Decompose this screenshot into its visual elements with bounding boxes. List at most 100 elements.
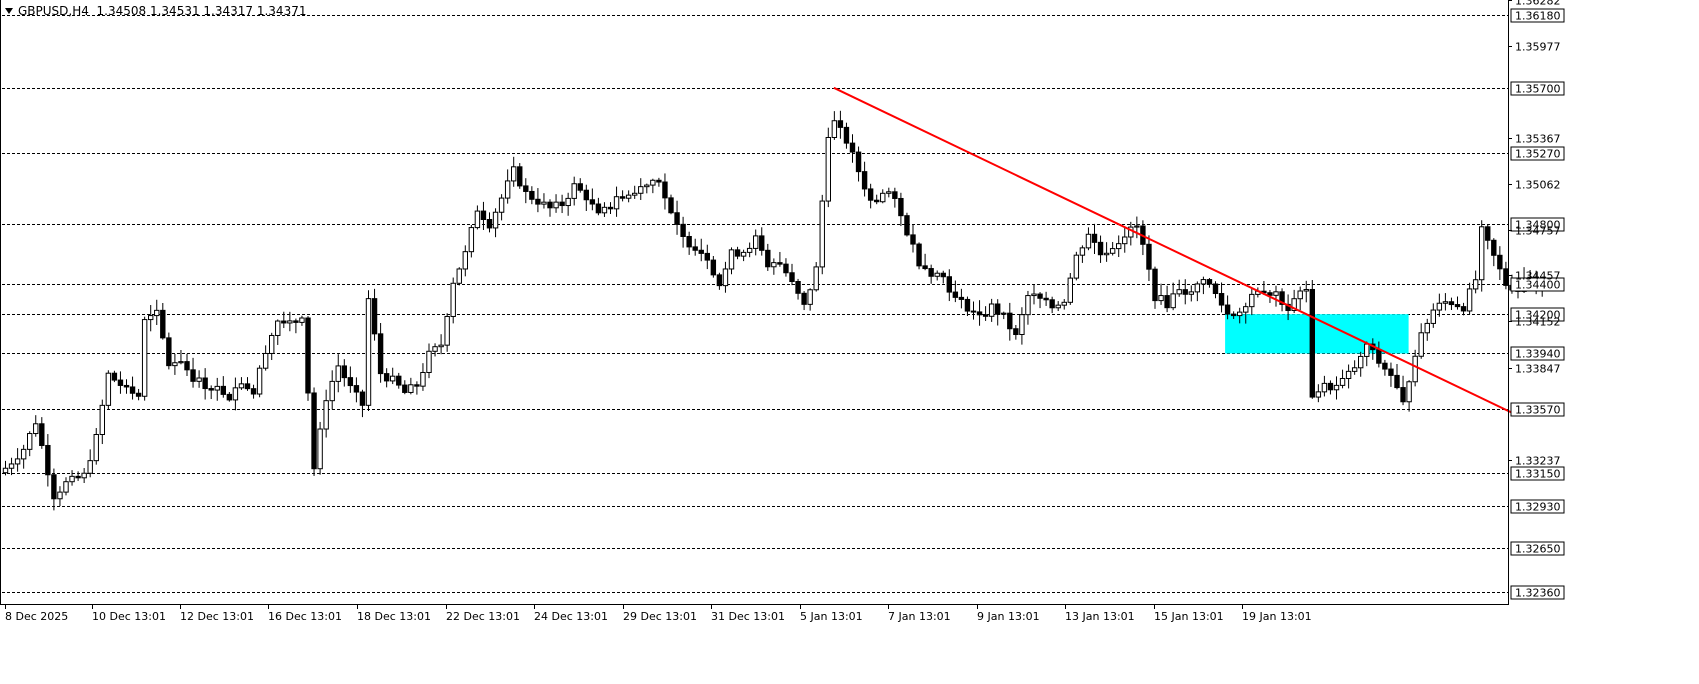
bull-candle bbox=[93, 434, 99, 462]
bear-candle bbox=[244, 383, 251, 390]
symbol-label: GBPUSD,H4 bbox=[18, 4, 89, 18]
bull-candle bbox=[105, 372, 112, 406]
bull-candle bbox=[1364, 343, 1370, 357]
level-label: 1.36180 bbox=[1515, 10, 1561, 23]
bull-candle bbox=[728, 249, 735, 270]
bear-candle bbox=[674, 212, 680, 225]
support-zone bbox=[1225, 314, 1409, 354]
bear-candle bbox=[45, 444, 51, 476]
bull-candle bbox=[934, 272, 940, 277]
bull-candle bbox=[287, 320, 293, 324]
bear-candle bbox=[1309, 288, 1315, 398]
bull-candle bbox=[1315, 391, 1322, 398]
price-tick-label: 1.35062 bbox=[1515, 179, 1561, 192]
time-tick-label: 5 Jan 13:01 bbox=[800, 610, 863, 623]
bull-candle bbox=[498, 197, 505, 213]
bear-candle bbox=[226, 393, 233, 401]
bull-candle bbox=[1273, 291, 1279, 296]
bull-candle bbox=[275, 320, 281, 336]
level-label: 1.32930 bbox=[1515, 501, 1561, 514]
bull-candle bbox=[57, 491, 63, 500]
bear-candle bbox=[160, 309, 166, 339]
bull-candle bbox=[1436, 302, 1443, 311]
bull-candle bbox=[625, 194, 632, 199]
bear-candle bbox=[680, 223, 686, 237]
time-tick-label: 31 Dec 13:01 bbox=[711, 610, 785, 623]
bear-candle bbox=[359, 391, 366, 406]
bull-candle bbox=[1103, 252, 1110, 256]
bull-candle bbox=[740, 251, 747, 257]
dropdown-triangle-icon[interactable] bbox=[5, 7, 13, 14]
bull-candle bbox=[1406, 381, 1412, 403]
level-label-box bbox=[1510, 585, 1565, 600]
bull-candle bbox=[329, 380, 335, 402]
bull-candle bbox=[141, 319, 148, 397]
level-label: 1.34800 bbox=[1515, 219, 1561, 232]
level-label-box bbox=[1510, 146, 1565, 161]
bear-candle bbox=[662, 181, 668, 199]
bear-candle bbox=[577, 183, 583, 191]
bear-candle bbox=[547, 201, 553, 209]
bear-candle bbox=[383, 373, 390, 382]
time-tick-label: 22 Dec 13:01 bbox=[446, 610, 520, 623]
bear-candle bbox=[583, 189, 589, 201]
bull-candle bbox=[1194, 283, 1201, 293]
bull-candle bbox=[81, 472, 87, 479]
bull-candle bbox=[33, 423, 39, 435]
level-label: 1.35270 bbox=[1515, 148, 1561, 161]
bull-candle bbox=[1345, 370, 1352, 379]
bull-candle bbox=[553, 201, 559, 209]
bull-candle bbox=[450, 282, 456, 317]
bear-candle bbox=[789, 272, 795, 283]
bear-candle bbox=[486, 218, 493, 229]
price-tick-label: 1.35367 bbox=[1515, 133, 1561, 146]
bear-candle bbox=[1037, 293, 1043, 299]
level-label-box bbox=[1510, 307, 1565, 322]
zone-rect bbox=[1225, 314, 1409, 354]
bear-candle bbox=[964, 298, 971, 312]
bear-candle bbox=[135, 392, 142, 397]
bear-candle bbox=[414, 384, 420, 387]
bull-candle bbox=[408, 384, 414, 393]
bull-candle bbox=[1001, 312, 1007, 315]
bull-candle bbox=[1122, 236, 1128, 245]
time-tick-label: 24 Dec 13:01 bbox=[534, 610, 608, 623]
trendline-layer[interactable] bbox=[833, 86, 1518, 417]
bear-candle bbox=[250, 388, 257, 395]
bear-candle bbox=[202, 377, 208, 390]
bear-candle bbox=[952, 291, 959, 298]
bear-candle bbox=[208, 388, 214, 391]
bull-candle bbox=[1085, 233, 1092, 249]
bull-candle bbox=[1200, 279, 1207, 285]
bear-candle bbox=[184, 361, 190, 371]
bull-candle bbox=[148, 315, 154, 321]
bull-candle bbox=[269, 334, 275, 354]
bull-candle bbox=[456, 268, 462, 284]
bull-candle bbox=[154, 309, 160, 317]
bull-candle bbox=[256, 367, 263, 395]
bear-candle bbox=[1152, 268, 1158, 302]
bear-candle bbox=[1091, 233, 1098, 243]
bull-candle bbox=[746, 247, 753, 253]
bear-candle bbox=[75, 475, 81, 479]
bull-candle bbox=[565, 197, 571, 207]
bull-candle bbox=[1061, 301, 1067, 306]
bear-candle bbox=[916, 243, 922, 267]
bear-candle bbox=[166, 337, 172, 367]
bear-candle bbox=[1043, 297, 1049, 301]
time-axis: 8 Dec 2025 10 Dec 13:01 12 Dec 13:01 16 Dec… bbox=[5, 604, 1312, 623]
bear-candle bbox=[1400, 387, 1406, 403]
bear-candle bbox=[940, 272, 946, 278]
bear-candle bbox=[311, 392, 317, 470]
bear-candle bbox=[710, 259, 717, 276]
bear-candle bbox=[1164, 295, 1170, 309]
bear-candle bbox=[220, 385, 227, 395]
bull-candle bbox=[1297, 290, 1303, 300]
bear-candle bbox=[704, 252, 710, 261]
bull-candle bbox=[1321, 382, 1328, 393]
bear-candle bbox=[281, 320, 287, 324]
bull-candle bbox=[8, 463, 15, 469]
bear-candle bbox=[910, 234, 916, 245]
bear-candle bbox=[1394, 374, 1400, 389]
